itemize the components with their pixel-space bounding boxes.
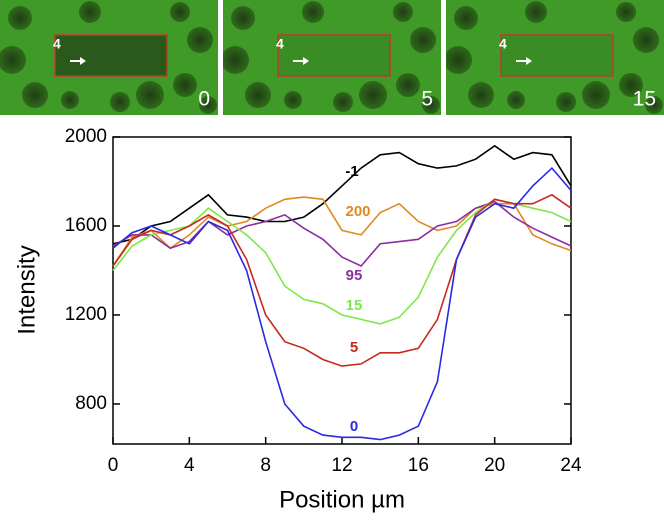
series-label: 15 <box>346 297 363 314</box>
x-tick-label: 8 <box>260 455 271 476</box>
series-line <box>112 193 572 367</box>
arrow-head <box>303 57 309 65</box>
y-tick-label: 1600 <box>65 215 107 236</box>
series-label: 200 <box>345 203 370 220</box>
plot-frame <box>112 136 572 445</box>
arrow-head <box>526 57 532 65</box>
arrow-head <box>80 57 86 65</box>
y-tick-label: 2000 <box>65 126 107 147</box>
roi-box <box>54 34 168 77</box>
series-line <box>112 200 572 267</box>
series-label: 5 <box>350 339 358 356</box>
roi-label: 4 <box>53 36 61 52</box>
series-label: 95 <box>346 267 363 284</box>
series-line <box>112 144 572 245</box>
image-panels: 4 0 4 5 4 15 <box>0 0 664 115</box>
series-label: -1 <box>345 163 358 180</box>
series-label: 0 <box>350 418 358 435</box>
roi-label: 4 <box>499 36 507 52</box>
panel-label: 15 <box>633 88 656 111</box>
roi-box <box>500 34 614 77</box>
roi-box <box>277 34 391 77</box>
panel-label: 0 <box>198 88 210 111</box>
y-tick-label: 1200 <box>65 304 107 325</box>
x-tick-label: 24 <box>560 455 582 476</box>
series-line <box>112 198 572 325</box>
y-tick-label: 800 <box>75 393 107 414</box>
x-tick-label: 20 <box>484 455 505 476</box>
panel-label: 5 <box>421 88 433 111</box>
x-tick-label: 4 <box>184 455 195 476</box>
y-axis-label: Intensity <box>13 245 40 334</box>
roi-label: 4 <box>276 36 284 52</box>
x-tick-label: 16 <box>408 455 429 476</box>
x-axis-label: Position µm <box>279 486 405 513</box>
x-tick-label: 0 <box>108 455 119 476</box>
series-line <box>112 166 572 441</box>
x-tick-label: 12 <box>331 455 352 476</box>
